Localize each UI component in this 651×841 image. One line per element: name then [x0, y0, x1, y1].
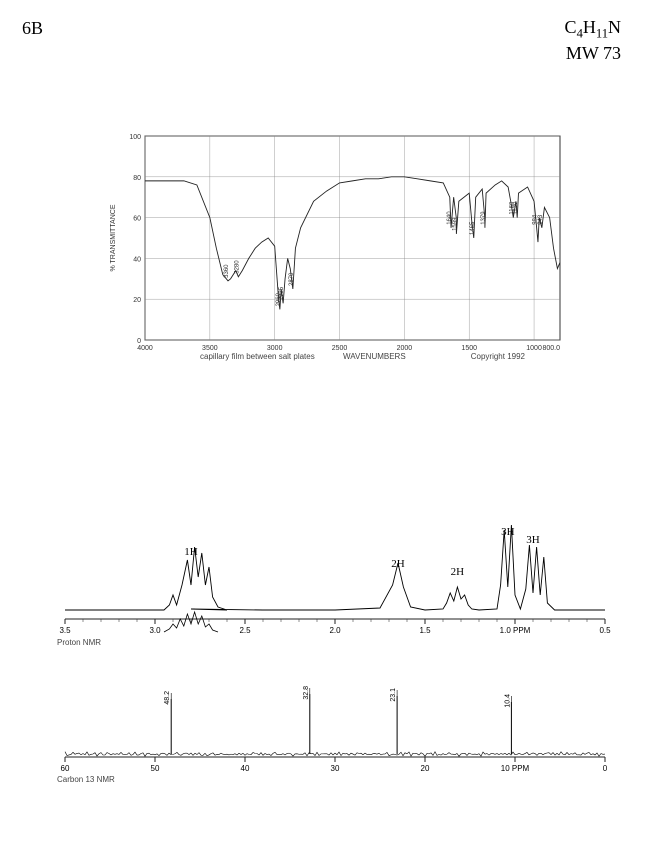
svg-text:10 PPM: 10 PPM: [501, 764, 530, 773]
svg-text:1000: 1000: [526, 345, 542, 352]
svg-text:3.5: 3.5: [59, 626, 71, 635]
svg-text:1.5: 1.5: [419, 626, 431, 635]
ir-xlabel: WAVENUMBERS: [343, 352, 406, 361]
svg-text:2H: 2H: [451, 566, 465, 578]
svg-text:50: 50: [151, 764, 160, 773]
svg-text:2935: 2935: [279, 286, 285, 300]
svg-text:3280: 3280: [234, 260, 240, 274]
svg-text:20: 20: [421, 764, 430, 773]
svg-text:2000: 2000: [397, 345, 413, 352]
svg-text:% TRANSMITTANCE: % TRANSMITTANCE: [110, 204, 117, 271]
svg-text:943: 943: [538, 214, 544, 225]
ir-spectrum-chart: 4000 3500 3000 2500 2000 1500 1000800.0 0 20 40 60…: [105, 130, 575, 365]
svg-text:0: 0: [137, 338, 141, 345]
compound-info: C4H11N MW 73: [565, 16, 621, 65]
svg-text:3360: 3360: [224, 264, 230, 278]
svg-text:2500: 2500: [332, 345, 348, 352]
svg-text:80: 80: [133, 175, 141, 182]
svg-text:32.8: 32.8: [303, 686, 310, 700]
svg-text:48.2: 48.2: [164, 691, 171, 705]
svg-text:1130: 1130: [513, 201, 519, 215]
page-number: 6B: [22, 18, 43, 39]
svg-text:2870: 2870: [289, 272, 295, 286]
svg-text:1H: 1H: [184, 546, 198, 558]
svg-text:3000: 3000: [267, 345, 283, 352]
carbon-nmr-chart: 60 50 40 30 20 10 PPM 0 48.2 32.8 23.1 10.4 Carbon…: [55, 672, 615, 782]
svg-text:3H: 3H: [501, 526, 515, 538]
svg-text:1465: 1465: [470, 221, 476, 235]
svg-text:40: 40: [133, 256, 141, 263]
svg-text:60: 60: [61, 764, 70, 773]
svg-text:0.5: 0.5: [599, 626, 611, 635]
svg-text:2.0: 2.0: [329, 626, 341, 635]
svg-text:1379: 1379: [481, 211, 487, 225]
svg-text:100: 100: [129, 134, 141, 141]
svg-text:0: 0: [603, 764, 608, 773]
ir-caption-right: Copyright 1992: [471, 352, 525, 361]
svg-text:800.0: 800.0: [542, 345, 560, 352]
proton-nmr-chart: 3.5 3.0 2.5 2.0 1.5 1.0 PPM 0.5 1H 2H 2H 3H 3H Prot…: [55, 490, 615, 645]
svg-text:4000: 4000: [137, 345, 153, 352]
h-nmr-caption: Proton NMR: [57, 638, 101, 647]
svg-text:40: 40: [241, 764, 250, 773]
svg-text:20: 20: [133, 297, 141, 304]
svg-text:1599: 1599: [452, 217, 458, 231]
svg-text:60: 60: [133, 216, 141, 223]
svg-text:1.0 PPM: 1.0 PPM: [500, 626, 531, 635]
svg-text:30: 30: [331, 764, 340, 773]
svg-text:23.1: 23.1: [390, 688, 397, 702]
svg-text:10.4: 10.4: [504, 694, 511, 708]
molecular-formula: C4H11N: [565, 16, 621, 42]
svg-text:3.0: 3.0: [149, 626, 161, 635]
svg-text:3H: 3H: [526, 534, 540, 546]
ir-caption-left: capillary film between salt plates: [200, 352, 315, 361]
c-nmr-caption: Carbon 13 NMR: [57, 775, 115, 784]
svg-text:1500: 1500: [461, 345, 477, 352]
svg-text:2.5: 2.5: [239, 626, 251, 635]
molecular-weight: MW 73: [565, 42, 621, 65]
svg-text:2H: 2H: [391, 558, 405, 570]
svg-text:3500: 3500: [202, 345, 218, 352]
